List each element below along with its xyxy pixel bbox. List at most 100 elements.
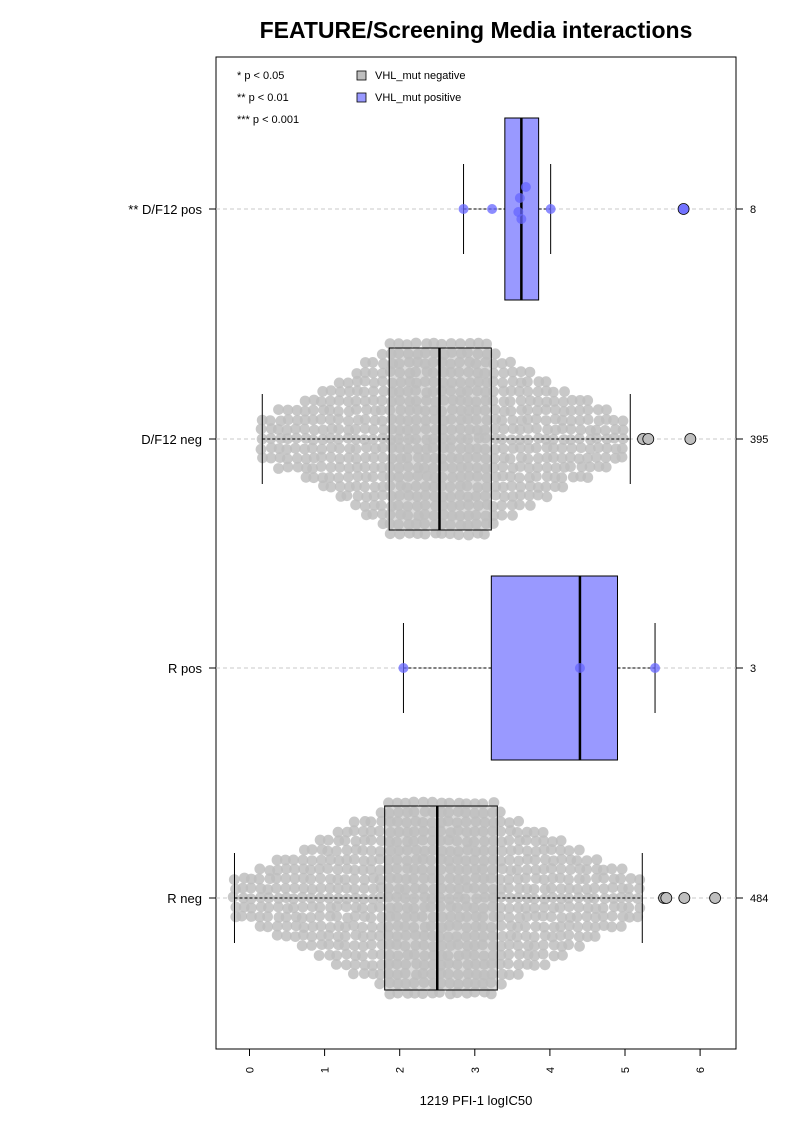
swarm-point bbox=[289, 442, 301, 454]
swarm-point bbox=[315, 413, 327, 425]
swarm-point bbox=[549, 481, 561, 492]
swarm-point bbox=[315, 872, 326, 884]
swarm-point bbox=[281, 920, 293, 932]
swarm-point bbox=[324, 472, 335, 483]
swarm-point bbox=[288, 854, 299, 866]
swarm-point bbox=[265, 452, 277, 464]
swarm-point bbox=[574, 404, 586, 416]
swarm-point bbox=[331, 911, 343, 922]
swarm-point bbox=[548, 395, 560, 407]
swarm-point bbox=[306, 855, 318, 866]
swarm-point bbox=[334, 461, 346, 473]
swarm-point bbox=[563, 845, 575, 856]
swarm-point bbox=[375, 807, 387, 819]
swarm-point bbox=[505, 405, 517, 417]
swarm-point bbox=[504, 969, 515, 981]
outlier-point bbox=[678, 892, 691, 904]
swarm-point bbox=[333, 423, 345, 435]
swarm-point bbox=[332, 883, 344, 894]
swarm-point bbox=[378, 385, 390, 397]
data-point bbox=[398, 663, 409, 673]
swarm-point bbox=[401, 339, 413, 350]
swarm-point bbox=[556, 452, 568, 464]
swarm-point bbox=[357, 902, 368, 914]
swarm-point bbox=[591, 854, 603, 865]
swarm-point bbox=[571, 911, 583, 923]
swarm-point bbox=[615, 873, 627, 885]
swarm-point bbox=[489, 348, 501, 360]
swarm-point bbox=[576, 461, 588, 473]
swarm-point bbox=[246, 911, 257, 922]
swarm-point bbox=[581, 864, 593, 875]
swarm-point bbox=[479, 528, 490, 540]
swarm-point bbox=[464, 338, 476, 349]
swarm-point bbox=[357, 826, 369, 837]
swarm-point bbox=[378, 424, 389, 436]
swarm-point bbox=[375, 835, 387, 847]
swarm-point bbox=[262, 884, 274, 895]
swarm-point bbox=[313, 950, 325, 961]
swarm-point bbox=[597, 910, 609, 922]
swarm-point bbox=[408, 796, 420, 808]
swarm-point bbox=[580, 873, 591, 885]
swarm-point bbox=[334, 386, 346, 398]
swarm-point bbox=[592, 404, 604, 416]
data-point bbox=[545, 204, 556, 214]
swarm-point bbox=[263, 892, 275, 904]
swarm-point bbox=[558, 396, 569, 408]
swarm-point bbox=[530, 910, 541, 922]
swarm-point bbox=[356, 921, 368, 933]
legend-swatch bbox=[356, 92, 367, 103]
swarm-point bbox=[496, 358, 508, 369]
swarm-point bbox=[333, 472, 344, 484]
swarm-point bbox=[357, 931, 369, 942]
swarm-point bbox=[541, 491, 553, 503]
swarm-point bbox=[365, 816, 377, 828]
swarm-point bbox=[557, 949, 568, 961]
swarm-point bbox=[352, 471, 364, 482]
swarm-point bbox=[563, 939, 574, 951]
swarm-point bbox=[573, 844, 585, 856]
swarm-point bbox=[556, 414, 568, 426]
swarm-point bbox=[367, 960, 378, 971]
swarm-point bbox=[497, 863, 508, 875]
swarm-point bbox=[598, 883, 610, 895]
swarm-point bbox=[574, 414, 586, 426]
swarm-point bbox=[296, 940, 308, 952]
swarm-point bbox=[368, 385, 379, 397]
swarm-point bbox=[316, 451, 327, 463]
swarm-point bbox=[331, 901, 343, 912]
swarm-point bbox=[540, 415, 552, 426]
swarm-point bbox=[368, 424, 379, 436]
swarm-point bbox=[322, 845, 334, 857]
swarm-point bbox=[528, 883, 540, 895]
swarm-point bbox=[498, 491, 510, 502]
boxplots bbox=[233, 117, 656, 991]
swarm-point bbox=[481, 338, 492, 350]
swarm-point bbox=[298, 882, 310, 894]
swarm-point bbox=[281, 453, 293, 465]
swarm-point bbox=[581, 855, 593, 866]
swarm-point bbox=[497, 930, 508, 942]
swarm-point bbox=[581, 911, 593, 922]
swarm-point bbox=[529, 893, 540, 905]
swarm-point bbox=[300, 471, 312, 483]
swarm-point bbox=[540, 404, 552, 416]
swarm-point bbox=[505, 356, 516, 368]
swarm-point bbox=[546, 863, 557, 874]
data-point bbox=[520, 182, 531, 192]
swarm-point bbox=[522, 414, 534, 425]
x-axis: 0 1 2 3 4 5 6 bbox=[245, 1048, 707, 1073]
swarm-point bbox=[377, 489, 388, 501]
group-counts: 8 395 3 484 bbox=[736, 204, 768, 905]
swarm-point bbox=[522, 434, 534, 446]
swarm-point bbox=[317, 386, 329, 397]
swarm-point bbox=[615, 921, 627, 932]
swarm-point bbox=[606, 910, 618, 922]
swarm-point bbox=[315, 396, 327, 407]
swarm-point bbox=[365, 845, 377, 857]
swarm-point bbox=[572, 921, 584, 933]
x-tick-label: 0 bbox=[245, 1067, 257, 1073]
swarm-point bbox=[334, 442, 345, 454]
swarm-point bbox=[360, 452, 371, 463]
